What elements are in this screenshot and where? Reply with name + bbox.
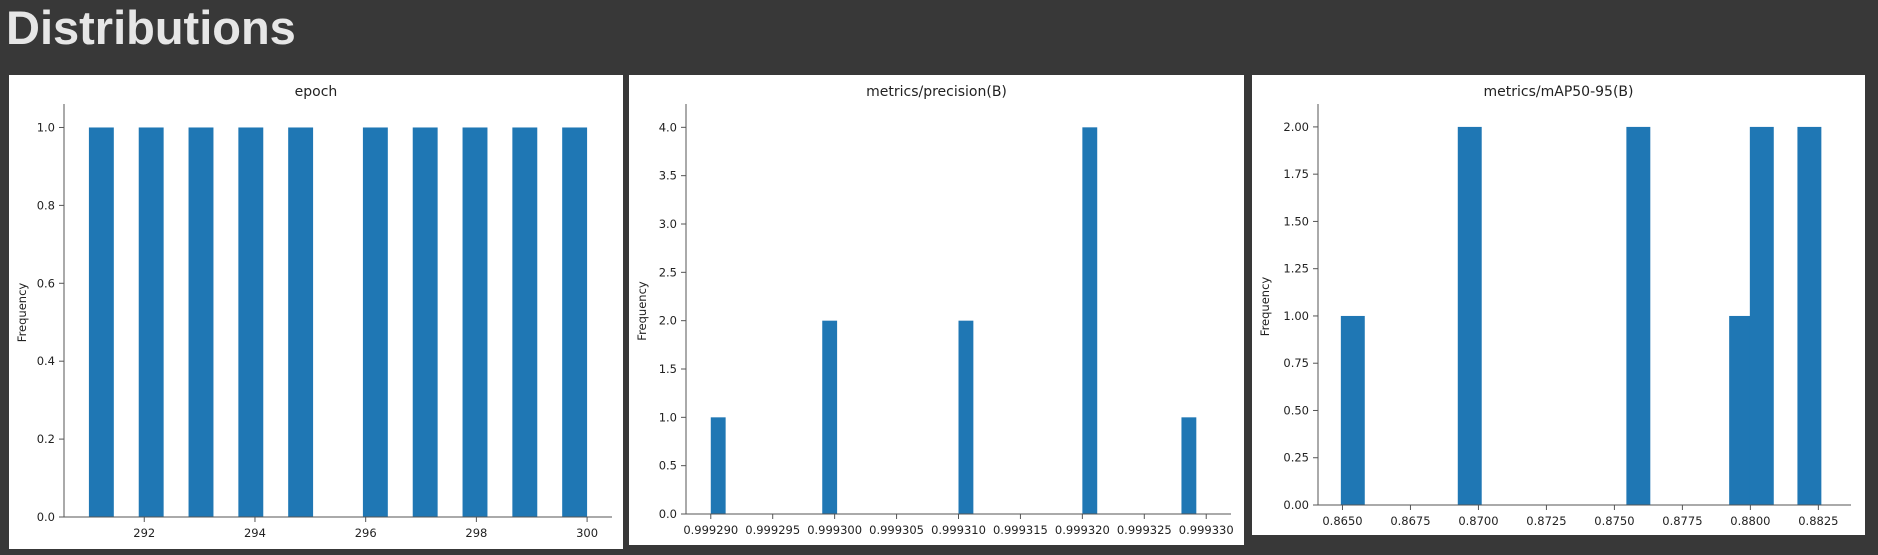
histogram-bar — [1729, 315, 1754, 505]
x-tick-label: 292 — [133, 526, 155, 540]
x-tick-label: 0.999330 — [1179, 523, 1234, 537]
chart-panel-epoch: epoch Frequency 0.0 0.2 0.4 0.6 0.8 1.0 292 294 29… — [9, 75, 623, 549]
chart-map50-95: metrics/mAP50-95(B) Frequency 0.00 0.25 0.50… — [1258, 84, 1851, 528]
chart-title: metrics/mAP50-95(B) — [1484, 84, 1634, 100]
chart-precision: metrics/precision(B) Frequency 0.0 0.5 1.0 1.… — [635, 84, 1234, 537]
y-tick-label: 4.0 — [659, 120, 677, 134]
y-tick-label: 1.50 — [1283, 214, 1309, 228]
x-tick-label: 0.999295 — [745, 523, 800, 537]
x-tick-label: 0.8750 — [1594, 514, 1634, 528]
histogram-bar — [562, 127, 588, 517]
histogram-bar — [138, 127, 164, 517]
y-axis-label: Frequency — [1258, 277, 1272, 337]
x-tick-label: 0.8725 — [1526, 514, 1566, 528]
y-tick-label: 1.5 — [659, 362, 677, 376]
histogram-bar — [362, 127, 388, 517]
histogram-bar — [710, 417, 726, 514]
chart-title: epoch — [295, 84, 338, 100]
histogram-bar — [958, 320, 974, 514]
histogram-bar — [88, 127, 114, 517]
y-tick-label: 2.0 — [659, 314, 677, 328]
x-tick-label: 0.999300 — [807, 523, 862, 537]
y-tick-label: 0.00 — [1283, 498, 1309, 512]
y-tick-label: 0.8 — [37, 198, 55, 212]
x-tick-label: 0.999320 — [1055, 523, 1110, 537]
y-tick-label: 1.0 — [37, 120, 55, 134]
y-tick-label: 0.50 — [1283, 403, 1309, 417]
chart-title: metrics/precision(B) — [866, 84, 1007, 100]
y-tick-label: 3.5 — [659, 169, 677, 183]
x-tick-label: 0.999305 — [869, 523, 924, 537]
y-tick-label: 2.5 — [659, 265, 677, 279]
x-tick-label: 0.8825 — [1798, 514, 1838, 528]
x-tick-label: 0.8800 — [1730, 514, 1770, 528]
x-tick-label: 0.8700 — [1458, 514, 1498, 528]
y-tick-label: 0.0 — [659, 507, 677, 521]
histogram-bar — [1082, 127, 1098, 515]
histogram-bar — [1797, 126, 1822, 506]
x-tick-label: 298 — [465, 526, 487, 540]
x-tick-label: 0.8775 — [1662, 514, 1702, 528]
histogram-bar — [412, 127, 438, 517]
y-tick-label: 0.2 — [37, 432, 55, 446]
histogram-bar — [1749, 126, 1774, 506]
chart-epoch: epoch Frequency 0.0 0.2 0.4 0.6 0.8 1.0 292 294 29… — [15, 84, 612, 540]
x-tick-label: 0.8675 — [1390, 514, 1430, 528]
y-tick-label: 0.75 — [1283, 356, 1309, 370]
y-axis-label: Frequency — [635, 281, 649, 341]
y-tick-label: 1.0 — [659, 410, 677, 424]
y-tick-label: 2.00 — [1283, 120, 1309, 134]
chart-panel-precision: metrics/precision(B) Frequency 0.0 0.5 1.0 1.… — [629, 75, 1244, 545]
histogram-bar — [462, 127, 488, 517]
x-tick-label: 294 — [244, 526, 266, 540]
histogram-bar — [188, 127, 214, 517]
y-tick-label: 0.0 — [37, 510, 55, 524]
histogram-bar — [238, 127, 264, 517]
histogram-bar — [512, 127, 538, 517]
x-tick-label: 0.999325 — [1117, 523, 1172, 537]
histogram-bar — [1626, 126, 1651, 506]
histogram-bar — [1457, 126, 1482, 506]
y-tick-label: 0.5 — [659, 459, 677, 473]
x-tick-label: 300 — [576, 526, 598, 540]
y-tick-label: 1.00 — [1283, 309, 1309, 323]
y-tick-label: 1.75 — [1283, 167, 1309, 181]
y-tick-label: 0.25 — [1283, 451, 1309, 465]
y-tick-label: 3.0 — [659, 217, 677, 231]
y-tick-label: 1.25 — [1283, 262, 1309, 276]
x-tick-label: 296 — [355, 526, 377, 540]
y-tick-label: 0.4 — [37, 354, 55, 368]
chart-panel-map50-95: metrics/mAP50-95(B) Frequency 0.00 0.25 0.50… — [1252, 75, 1865, 535]
histogram-bar — [288, 127, 314, 517]
histogram-bar — [1181, 417, 1197, 514]
page-title: Distributions — [6, 1, 296, 54]
histogram-bar — [822, 320, 838, 514]
y-axis-label: Frequency — [15, 283, 29, 343]
histogram-bar — [1340, 315, 1365, 505]
x-tick-label: 0.999315 — [993, 523, 1048, 537]
x-tick-label: 0.8650 — [1322, 514, 1362, 528]
y-tick-label: 0.6 — [37, 276, 55, 290]
x-tick-label: 0.999290 — [683, 523, 738, 537]
x-tick-label: 0.999310 — [931, 523, 986, 537]
